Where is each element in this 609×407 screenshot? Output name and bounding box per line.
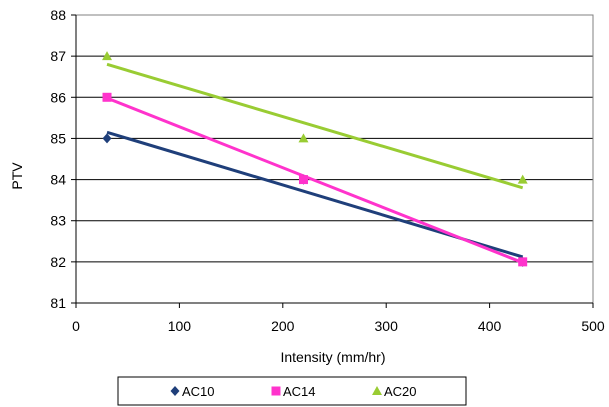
legend-label-ac14: AC14 [283, 384, 316, 399]
y-tick-label: 85 [50, 130, 66, 146]
legend-label-ac10: AC10 [182, 384, 215, 399]
legend: AC10 AC14 AC20 [117, 376, 467, 406]
x-axis-title: Intensity (mm/hr) [280, 349, 385, 365]
point-ac20 [298, 133, 309, 143]
y-tick-label: 84 [50, 172, 66, 188]
y-tick-label: 86 [50, 89, 66, 105]
point-ac10 [102, 133, 112, 144]
x-tick-label: 100 [168, 318, 192, 334]
x-axis-ticks: 0 100 200 300 400 500 [72, 303, 605, 334]
y-tick-label: 83 [50, 213, 66, 229]
y-tick-label: 81 [50, 295, 66, 311]
y-tick-label: 87 [50, 48, 66, 64]
point-ac20 [102, 51, 113, 61]
y-axis-ticks: 81 82 83 84 85 86 87 88 [50, 7, 76, 311]
x-tick-label: 300 [375, 318, 399, 334]
legend-marker-ac20 [372, 386, 382, 395]
trendline-ac14 [106, 96, 524, 265]
x-tick-label: 500 [581, 318, 605, 334]
plot-area [75, 14, 594, 304]
grid-lines [76, 14, 593, 304]
y-tick-label: 88 [50, 7, 66, 23]
point-ac14 [518, 257, 528, 267]
point-ac14 [102, 92, 112, 102]
legend-marker-ac14 [271, 386, 281, 396]
x-tick-label: 200 [271, 318, 295, 334]
legend-marker-ac10 [170, 386, 180, 396]
x-tick-label: 400 [478, 318, 502, 334]
trendlines [106, 62, 524, 265]
y-tick-label: 82 [50, 254, 66, 270]
y-axis-title: PTV [9, 162, 25, 190]
x-tick-label: 0 [72, 318, 80, 334]
point-ac14 [298, 175, 308, 185]
point-ac20 [517, 174, 528, 184]
legend-label-ac20: AC20 [384, 384, 417, 399]
data-points [102, 51, 528, 267]
trendline-ac20 [106, 62, 524, 190]
